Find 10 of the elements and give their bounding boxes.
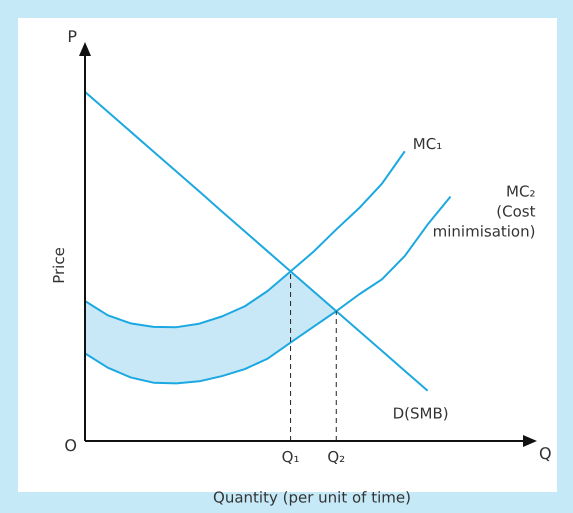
series-label: MC₁ <box>412 135 442 154</box>
text: P <box>67 27 78 46</box>
text: Q <box>539 444 552 464</box>
series-label: D(SMB) <box>392 404 449 423</box>
x-tick-label: Q₁ <box>282 448 300 466</box>
x-tick-label: Q₂ <box>327 448 346 466</box>
text: O <box>64 436 77 456</box>
series-label: MC₂ (Cost minimisation) <box>432 182 536 241</box>
x-axis-title: Quantity (per unit of time) <box>213 488 411 506</box>
y-axis-title: Price <box>50 247 68 284</box>
